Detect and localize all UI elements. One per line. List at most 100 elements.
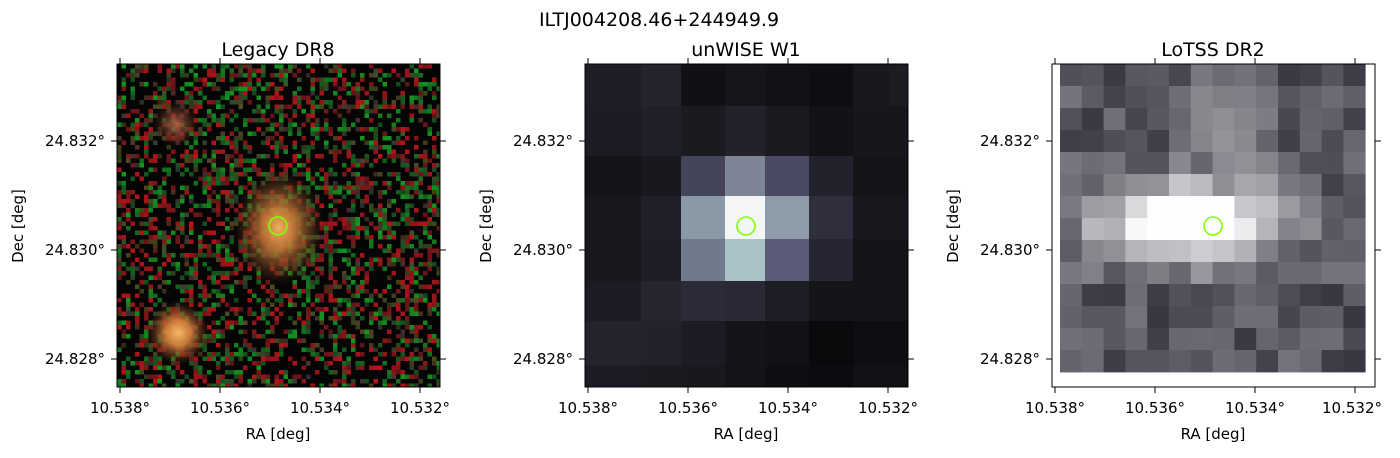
noise-pixel bbox=[369, 145, 374, 150]
source-marker bbox=[268, 216, 288, 236]
noise-pixel bbox=[400, 194, 405, 199]
noise-pixel bbox=[310, 86, 315, 91]
noise-pixel bbox=[355, 271, 360, 276]
noise-pixel bbox=[333, 154, 338, 159]
noise-pixel bbox=[373, 140, 378, 145]
noise-pixel bbox=[135, 68, 140, 73]
noise-pixel bbox=[328, 149, 333, 154]
noise-pixel bbox=[310, 91, 315, 96]
noise-pixel bbox=[333, 145, 338, 150]
noise-pixel bbox=[418, 221, 423, 226]
noise-pixel bbox=[423, 167, 428, 172]
noise-pixel bbox=[193, 262, 198, 267]
noise-pixel bbox=[342, 379, 347, 384]
noise-pixel bbox=[306, 145, 311, 150]
noise-pixel bbox=[238, 190, 243, 195]
noise-pixel bbox=[427, 352, 432, 357]
noise-pixel bbox=[364, 226, 369, 231]
noise-pixel bbox=[391, 140, 396, 145]
noise-pixel bbox=[234, 158, 239, 163]
noise-pixel bbox=[270, 136, 275, 141]
noise-pixel bbox=[171, 158, 176, 163]
noise-pixel bbox=[283, 163, 288, 168]
noise-pixel bbox=[423, 64, 428, 69]
noise-pixel bbox=[211, 302, 216, 307]
noise-pixel bbox=[162, 244, 167, 249]
noise-pixel bbox=[220, 329, 225, 334]
map-pixel bbox=[1234, 108, 1257, 131]
noise-pixel bbox=[396, 208, 401, 213]
noise-pixel bbox=[378, 307, 383, 312]
noise-pixel bbox=[396, 73, 401, 78]
noise-pixel bbox=[216, 343, 221, 348]
noise-pixel bbox=[319, 185, 324, 190]
noise-pixel bbox=[279, 68, 284, 73]
noise-pixel bbox=[378, 226, 383, 231]
map-pixel bbox=[1060, 174, 1083, 197]
noise-pixel bbox=[351, 172, 356, 177]
noise-pixel bbox=[369, 365, 374, 370]
noise-pixel bbox=[261, 356, 266, 361]
noise-pixel bbox=[301, 172, 306, 177]
noise-pixel bbox=[135, 73, 140, 78]
noise-pixel bbox=[301, 95, 306, 100]
noise-pixel bbox=[234, 280, 239, 285]
noise-pixel bbox=[310, 176, 315, 181]
y-axis-label: Dec [deg] bbox=[477, 189, 495, 263]
map-pixel bbox=[1256, 328, 1279, 351]
noise-pixel bbox=[315, 280, 320, 285]
noise-pixel bbox=[121, 311, 126, 316]
noise-pixel bbox=[297, 163, 302, 168]
noise-pixel bbox=[324, 82, 329, 87]
noise-pixel bbox=[292, 113, 297, 118]
noise-pixel bbox=[319, 91, 324, 96]
noise-pixel bbox=[252, 311, 257, 316]
noise-pixel bbox=[193, 136, 198, 141]
noise-pixel bbox=[382, 136, 387, 141]
noise-pixel bbox=[328, 194, 333, 199]
noise-pixel bbox=[436, 163, 440, 168]
noise-pixel bbox=[130, 140, 135, 145]
noise-pixel bbox=[360, 100, 365, 105]
noise-pixel bbox=[373, 356, 378, 361]
noise-pixel bbox=[175, 262, 180, 267]
noise-pixel bbox=[279, 77, 284, 82]
noise-pixel bbox=[135, 64, 140, 69]
noise-pixel bbox=[256, 118, 261, 123]
map-pixel bbox=[1256, 152, 1279, 175]
noise-pixel bbox=[247, 343, 252, 348]
map-pixel bbox=[1343, 218, 1366, 241]
noise-pixel bbox=[301, 338, 306, 343]
noise-pixel bbox=[360, 284, 365, 289]
noise-pixel bbox=[193, 64, 198, 69]
noise-pixel bbox=[171, 374, 176, 379]
noise-pixel bbox=[427, 284, 432, 289]
noise-pixel bbox=[400, 248, 405, 253]
noise-pixel bbox=[432, 113, 437, 118]
noise-pixel bbox=[135, 307, 140, 312]
noise-pixel bbox=[373, 226, 378, 231]
noise-pixel bbox=[328, 383, 333, 387]
noise-pixel bbox=[139, 280, 144, 285]
noise-pixel bbox=[423, 365, 428, 370]
noise-pixel bbox=[193, 266, 198, 271]
noise-pixel bbox=[418, 293, 423, 298]
noise-pixel bbox=[184, 167, 189, 172]
noise-pixel bbox=[432, 262, 437, 267]
noise-pixel bbox=[283, 149, 288, 154]
noise-pixel bbox=[216, 361, 221, 366]
noise-pixel bbox=[193, 167, 198, 172]
noise-pixel bbox=[144, 199, 149, 204]
map-pixel bbox=[1234, 306, 1257, 329]
noise-pixel bbox=[229, 68, 234, 73]
noise-pixel bbox=[369, 221, 374, 226]
noise-pixel bbox=[360, 127, 365, 132]
noise-pixel bbox=[355, 221, 360, 226]
noise-pixel bbox=[333, 280, 338, 285]
map-pixel bbox=[1125, 108, 1148, 131]
noise-pixel bbox=[333, 109, 338, 114]
noise-pixel bbox=[135, 163, 140, 168]
noise-pixel bbox=[360, 226, 365, 231]
noise-pixel bbox=[333, 208, 338, 213]
noise-pixel bbox=[351, 68, 356, 73]
